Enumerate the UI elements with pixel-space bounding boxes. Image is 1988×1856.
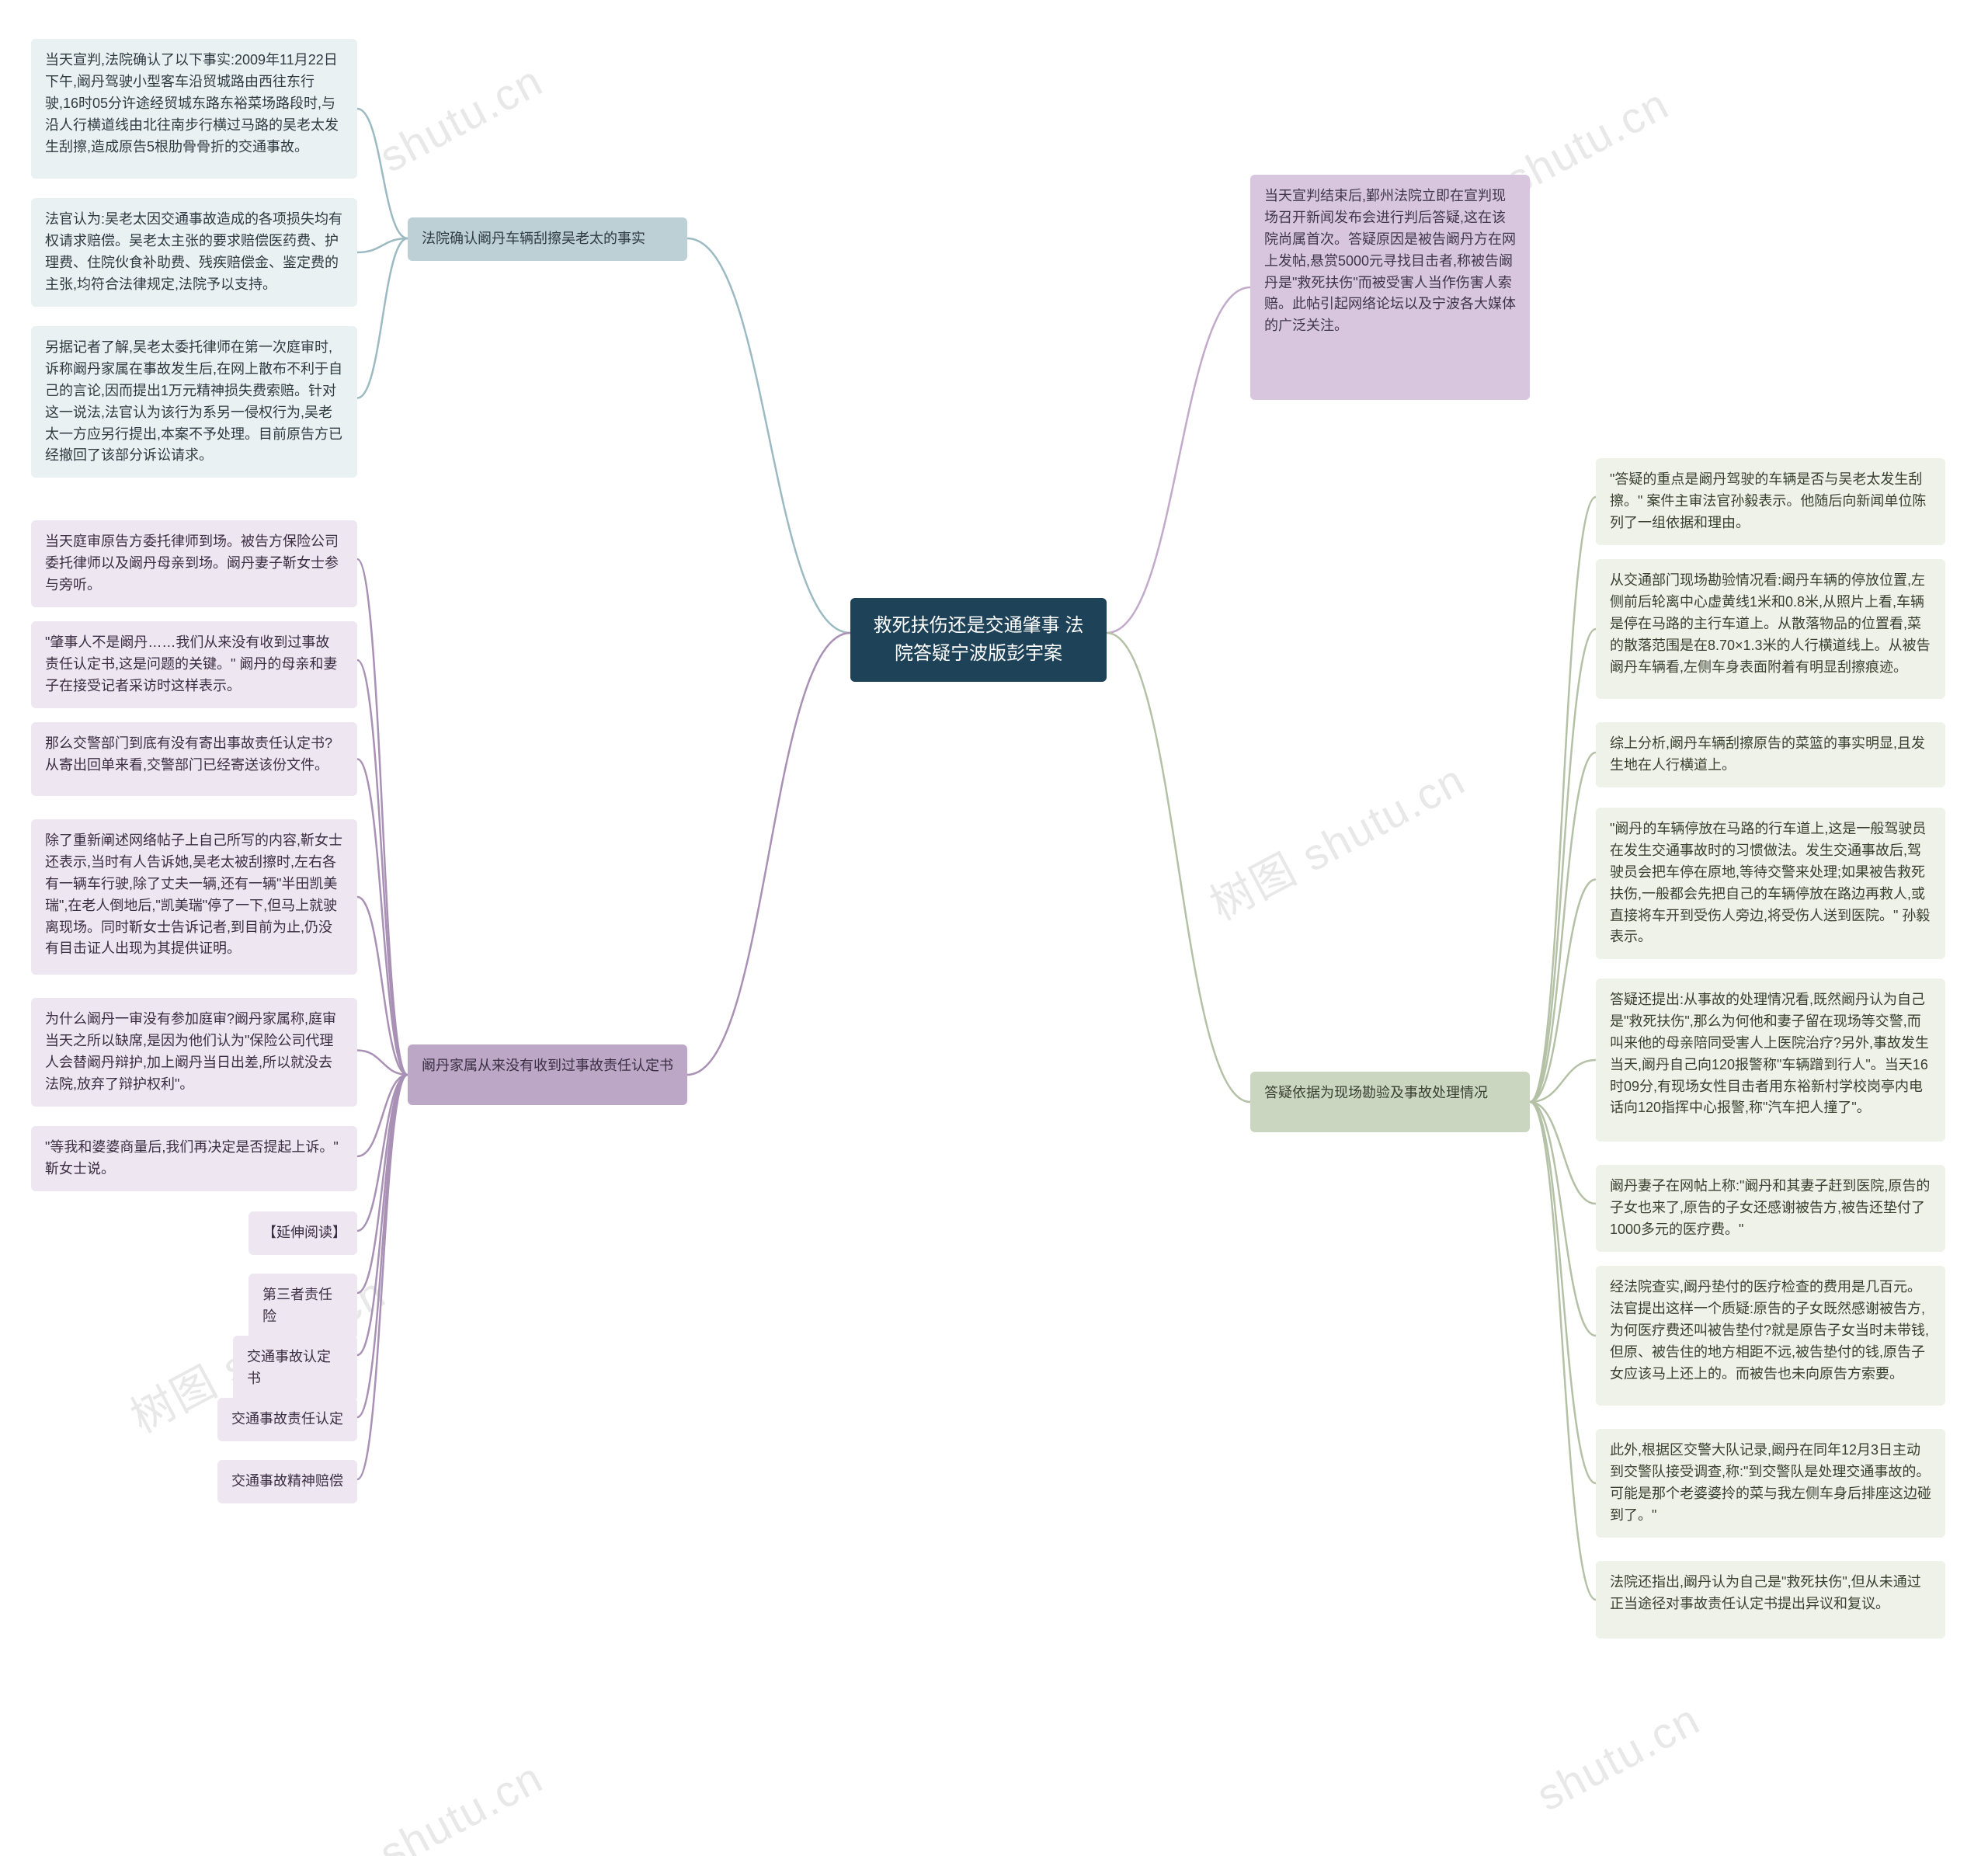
leaf-node: 法官认为:吴老太因交通事故造成的各项损失均有权请求赔偿。吴老太主张的要求赔偿医药… xyxy=(31,198,357,307)
leaf-node: "肇事人不是阚丹……我们从来没有收到过事故责任认定书,这是问题的关键。" 阚丹的… xyxy=(31,621,357,708)
watermark: shutu.cn xyxy=(371,54,551,182)
leaf-node: "阚丹的车辆停放在马路的行车道上,这是一般驾驶员在发生交通事故时的习惯做法。发生… xyxy=(1596,808,1945,959)
leaf-node: 那么交警部门到底有没有寄出事故责任认定书?从寄出回单来看,交警部门已经寄送该份文… xyxy=(31,722,357,796)
leaf-node: 交通事故责任认定 xyxy=(217,1398,357,1441)
leaf-node: 经法院查实,阚丹垫付的医疗检查的费用是几百元。法官提出这样一个质疑:原告的子女既… xyxy=(1596,1266,1945,1406)
leaf-node: 交通事故精神赔偿 xyxy=(217,1460,357,1503)
leaf-node: 法院还指出,阚丹认为自己是"救死扶伤",但从未通过正当途径对事故责任认定书提出异… xyxy=(1596,1561,1945,1639)
leaf-node: 【延伸阅读】 xyxy=(248,1211,357,1255)
leaf-node: 第三者责任险 xyxy=(248,1274,357,1339)
leaf-node: "答疑的重点是阚丹驾驶的车辆是否与吴老太发生刮擦。" 案件主审法官孙毅表示。他随… xyxy=(1596,458,1945,545)
watermark: shutu.cn xyxy=(371,1751,551,1856)
watermark: 树图 shutu.cn xyxy=(1197,746,1475,933)
leaf-node: 当天宣判,法院确认了以下事实:2009年11月22日下午,阚丹驾驶小型客车沿贸城… xyxy=(31,39,357,179)
leaf-node: 除了重新阐述网络帖子上自己所写的内容,靳女士还表示,当时有人告诉她,吴老太被刮擦… xyxy=(31,819,357,975)
leaf-node: 另据记者了解,吴老太委托律师在第一次庭审时,诉称阚丹家属在事故发生后,在网上散布… xyxy=(31,326,357,478)
leaf-node: 从交通部门现场勘验情况看:阚丹车辆的停放位置,左侧前后轮离中心虚黄线1米和0.8… xyxy=(1596,559,1945,699)
branch-node: 阚丹家属从来没有收到过事故责任认定书 xyxy=(408,1044,687,1105)
leaf-node: 阚丹妻子在网帖上称:"阚丹和其妻子赶到医院,原告的子女也来了,原告的子女还感谢被… xyxy=(1596,1165,1945,1252)
branch-node: 当天宣判结束后,鄞州法院立即在宣判现场召开新闻发布会进行判后答疑,这在该院尚属首… xyxy=(1250,175,1530,400)
center-node: 救死扶伤还是交通肇事 法院答疑宁波版彭宇案 xyxy=(850,598,1107,682)
leaf-node: 为什么阚丹一审没有参加庭审?阚丹家属称,庭审当天之所以缺席,是因为他们认为"保险… xyxy=(31,998,357,1107)
leaf-node: 此外,根据区交警大队记录,阚丹在同年12月3日主动到交警队接受调查,称:"到交警… xyxy=(1596,1429,1945,1538)
leaf-node: 综上分析,阚丹车辆刮擦原告的菜篮的事实明显,且发生地在人行横道上。 xyxy=(1596,722,1945,787)
watermark: shutu.cn xyxy=(1528,1693,1708,1820)
leaf-node: 答疑还提出:从事故的处理情况看,既然阚丹认为自己是"救死扶伤",那么为何他和妻子… xyxy=(1596,978,1945,1142)
leaf-node: 交通事故认定书 xyxy=(233,1336,357,1401)
leaf-node: "等我和婆婆商量后,我们再决定是否提起上诉。" 靳女士说。 xyxy=(31,1126,357,1191)
branch-node: 答疑依据为现场勘验及事故处理情况 xyxy=(1250,1072,1530,1132)
branch-node: 法院确认阚丹车辆刮擦吴老太的事实 xyxy=(408,217,687,261)
leaf-node: 当天庭审原告方委托律师到场。被告方保险公司委托律师以及阚丹母亲到场。阚丹妻子靳女… xyxy=(31,520,357,607)
